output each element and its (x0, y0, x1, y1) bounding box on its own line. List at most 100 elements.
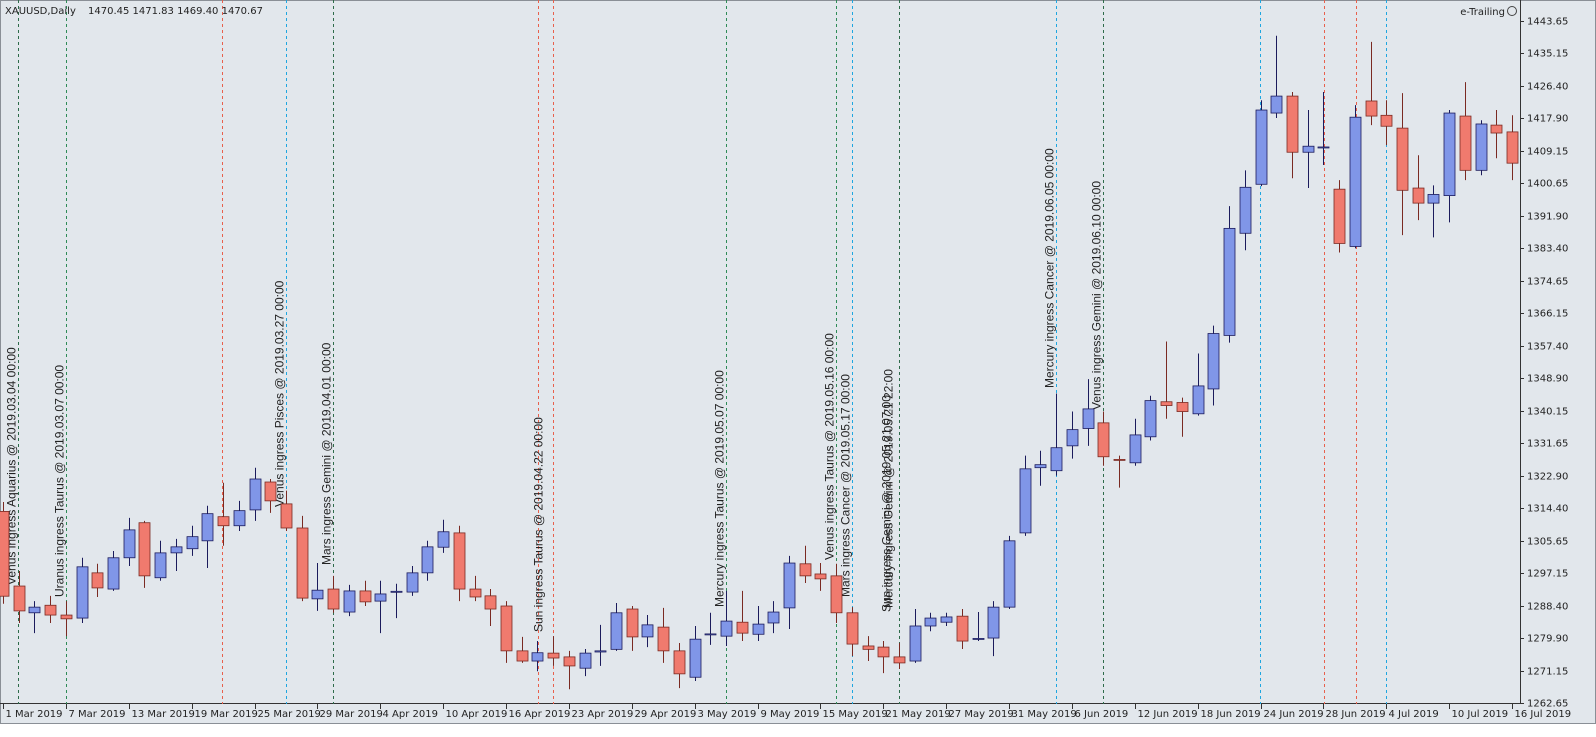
x-tick-label: 3 May 2019 (698, 709, 757, 720)
x-tick-label: 29 Mar 2019 (320, 709, 383, 720)
candle-body (1144, 400, 1157, 438)
candle-body (1459, 115, 1472, 171)
y-tick-label: 1391.90 (1527, 212, 1568, 223)
y-tick-label: 1288.40 (1527, 602, 1568, 613)
candle-body (359, 590, 372, 603)
candle-body (1129, 434, 1142, 464)
candle-body (406, 572, 419, 593)
candle-body (91, 572, 104, 589)
candle-body (123, 529, 136, 559)
candle-body (13, 585, 26, 612)
y-tick-label: 1435.15 (1527, 49, 1568, 60)
candle-body (296, 527, 309, 599)
y-tick-label: 1357.40 (1527, 342, 1568, 353)
candle-body (987, 606, 1000, 639)
x-tick-label: 7 Mar 2019 (69, 709, 126, 720)
candle-body (1490, 124, 1503, 134)
candle-body (170, 546, 183, 554)
event-label: Venus ingress Gemini @ 2019.06.10 00:00 (1090, 181, 1104, 410)
candle-body (1349, 116, 1362, 247)
candle-body (107, 557, 120, 590)
x-tick-label: 25 Mar 2019 (258, 709, 321, 720)
candle-body (1396, 127, 1409, 191)
candle-body (280, 503, 293, 529)
event-label: Mercury ingress Taurus @ 2019.05.07 00:0… (713, 370, 727, 607)
event-label: Mercury ingress Gemini @ 2019.05.21 22:0… (882, 369, 896, 608)
x-tick-label: 19 Mar 2019 (195, 709, 258, 720)
x-tick-label: 18 Jun 2019 (1201, 709, 1261, 720)
candle-body (1019, 468, 1032, 534)
candle-body (1176, 402, 1189, 412)
y-tick-label: 1297.15 (1527, 569, 1568, 580)
x-tick-label: 16 Jul 2019 (1515, 709, 1572, 720)
candle-body (909, 625, 922, 662)
candle-body (154, 552, 167, 579)
x-tick-label: 27 May 2019 (949, 709, 1014, 720)
x-tick-label: 31 May 2019 (1012, 709, 1077, 720)
y-tick-label: 1348.90 (1527, 374, 1568, 385)
candle-body (500, 605, 513, 652)
candle-body (437, 531, 450, 548)
candle-body (327, 588, 340, 610)
y-tick-label: 1383.40 (1527, 244, 1568, 255)
y-tick-label: 1262.65 (1527, 699, 1568, 710)
candle-body (249, 478, 262, 511)
candle-body (1239, 186, 1252, 234)
x-tick-label: 4 Apr 2019 (383, 709, 438, 720)
y-tick-label: 1322.90 (1527, 472, 1568, 483)
candle-body (579, 652, 592, 669)
candle-body (594, 650, 607, 653)
candle-body (484, 595, 497, 610)
candle-body (924, 617, 937, 627)
candle-body (1317, 146, 1330, 149)
y-tick-label: 1366.15 (1527, 309, 1568, 320)
y-tick-label: 1305.65 (1527, 537, 1568, 548)
candle-body (1380, 114, 1393, 127)
candle-body (44, 604, 57, 616)
candle-body (217, 516, 230, 527)
candle-body (374, 593, 387, 602)
x-tick-label: 9 May 2019 (761, 709, 820, 720)
candle-body (1192, 385, 1205, 415)
event-label: Mars ingress Cancer @ 2019.05.17 00:00 (839, 374, 853, 597)
y-tick-label: 1426.40 (1527, 82, 1568, 93)
quote: 1470.45 1471.83 1469.40 1470.67 (88, 6, 263, 17)
candle-body (60, 614, 73, 620)
candle-body (1223, 227, 1236, 336)
candle-body (1443, 112, 1456, 196)
x-tick-label: 6 Jun 2019 (1075, 709, 1129, 720)
candle-body (186, 536, 199, 550)
y-tick-label: 1331.65 (1527, 439, 1568, 450)
candle-body (704, 633, 717, 636)
candle-body (689, 638, 702, 678)
candle-body (956, 615, 969, 642)
candle-body (972, 638, 985, 640)
candle-body (893, 656, 906, 664)
candle-body (421, 546, 434, 574)
x-tick-label: 12 Jun 2019 (1138, 709, 1198, 720)
candle-body (138, 522, 151, 577)
candle-body (531, 652, 544, 662)
candle-body (264, 481, 277, 502)
event-label: Uranus ingress Taurus @ 2019.03.07 00:00 (53, 365, 67, 597)
candle-body (752, 623, 765, 635)
x-tick-label: 10 Jul 2019 (1452, 709, 1509, 720)
candle-body (830, 575, 843, 614)
candle-body (1113, 459, 1126, 461)
candle-body (799, 563, 812, 577)
candle-body (1270, 95, 1283, 114)
candle-body (1034, 464, 1047, 469)
candle-body (1302, 145, 1315, 153)
candle-body (453, 532, 466, 590)
x-tick-label: 23 Apr 2019 (572, 709, 634, 720)
candle-body (783, 562, 796, 609)
candle-body (1066, 429, 1079, 447)
y-tick-label: 1279.90 (1527, 634, 1568, 645)
candle-body (1003, 540, 1016, 608)
candle-body (1506, 131, 1519, 164)
event-label: Sun ingress Gemini @ 2019.05.21 07:00 (880, 395, 894, 612)
candle-body (626, 608, 639, 638)
